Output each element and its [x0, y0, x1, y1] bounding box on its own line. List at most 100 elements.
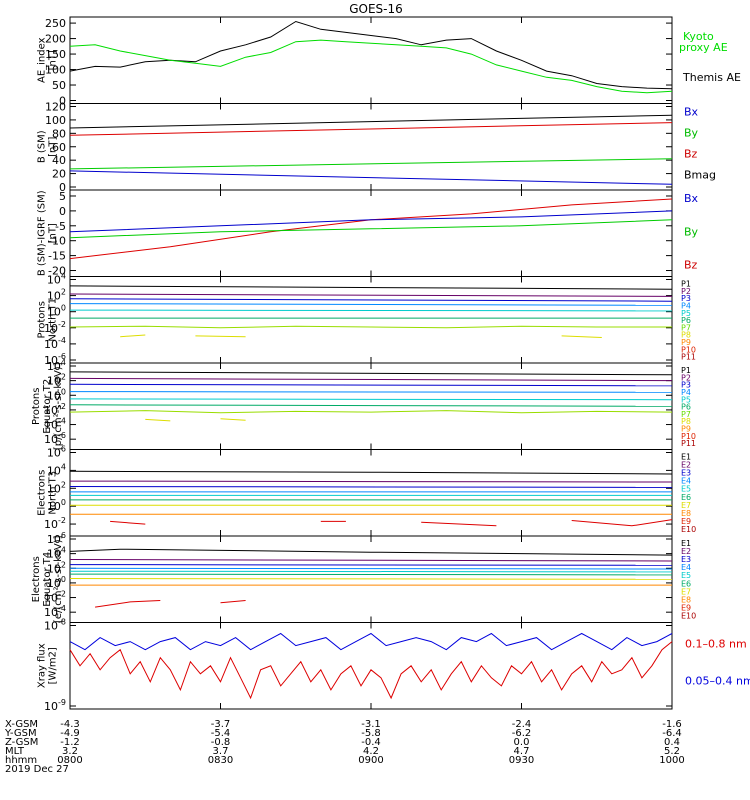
series-line-e9 — [110, 520, 146, 525]
legend-entry: E10 — [681, 611, 696, 620]
legend-entry: Kyoto — [683, 30, 714, 43]
y-tick-label: 0 — [59, 95, 66, 108]
series-line-e9b — [220, 600, 246, 604]
time-axis-value: -1.6 — [662, 719, 682, 730]
y-axis-label: [W/m2] — [48, 647, 59, 684]
y-axis-label: Equator T4 — [42, 552, 53, 607]
time-axis-value: 3.7 — [213, 746, 229, 757]
y-tick-label: 104 — [47, 272, 66, 287]
legend-entry: P7 — [681, 410, 691, 419]
y-axis-label: Xray flux — [37, 643, 48, 688]
series-line-e9 — [95, 600, 161, 608]
y-tick-label: 150 — [45, 48, 66, 61]
legend-entry: E5 — [681, 571, 691, 580]
series-line-p8c — [561, 335, 602, 338]
legend-entry: E3 — [681, 469, 691, 478]
time-axis-row-label: X-GSM — [5, 719, 38, 730]
y-tick-label: -15 — [48, 250, 66, 263]
series-line-bx — [69, 210, 673, 233]
y-tick-label: 10-2 — [44, 402, 66, 417]
y-tick-label: 0 — [59, 181, 66, 194]
time-axis-value: 4.7 — [514, 746, 530, 757]
y-tick-label: 100 — [47, 387, 66, 402]
series-line-p8b — [195, 335, 246, 338]
time-axis-row-label: 2019 Dec 27 — [5, 764, 69, 775]
y-tick-label: 102 — [47, 373, 66, 388]
legend-entry: P2 — [681, 287, 691, 296]
y-tick-label: 10-4 — [44, 336, 66, 351]
y-tick-label: 106 — [47, 445, 66, 460]
series-line-e2 — [69, 480, 673, 483]
time-axis-row-label: MLT — [5, 746, 25, 757]
series-line-p4 — [69, 391, 673, 393]
time-axis-value: -2.4 — [512, 719, 532, 730]
legend-entry: P8 — [681, 331, 691, 340]
y-axis-label: B (SM) — [37, 130, 48, 163]
time-axis-value: -0.8 — [211, 737, 231, 748]
panel-frame — [69, 16, 673, 104]
legend-entry: E8 — [681, 509, 691, 518]
legend-entry: Bx — [684, 106, 699, 119]
legend-entry: P10 — [681, 345, 696, 354]
y-tick-label: 104 — [47, 462, 66, 477]
legend-entry: Themis AE — [682, 71, 741, 84]
y-tick-label: 104 — [47, 358, 66, 373]
time-axis-value: -1.2 — [60, 737, 80, 748]
y-tick-label: 10-6 — [44, 431, 66, 446]
y-axis-label: [e/(cm²-s-sr-keV)] — [53, 535, 64, 623]
legend-entry: E8 — [681, 595, 691, 604]
y-tick-label: 250 — [45, 17, 66, 30]
legend-entry: Bmag — [684, 169, 716, 182]
y-tick-label: 100 — [47, 575, 66, 590]
time-axis-row-label: Z-GSM — [5, 737, 38, 748]
series-line-e3 — [69, 486, 673, 488]
time-axis-value: -6.4 — [662, 728, 682, 739]
time-axis-value: 0830 — [208, 755, 233, 766]
y-axis-label: Protons — [37, 301, 48, 338]
legend-entry: E7 — [681, 587, 691, 596]
y-axis-label: [nT] — [48, 50, 59, 70]
legend-entry: Bz — [684, 148, 698, 161]
y-tick-label: 102 — [47, 288, 66, 303]
series-line-bx — [69, 170, 673, 185]
y-axis-label: B (SM)-IGRF (SM) — [37, 190, 48, 276]
y-axis-label: North T1 — [48, 298, 59, 342]
panel-frame — [69, 276, 673, 364]
y-axis-label: [nT] — [48, 223, 59, 243]
y-tick-label: 10-9 — [44, 698, 66, 713]
legend-entry: P5 — [681, 395, 691, 404]
legend-entry: E9 — [681, 517, 691, 526]
series-line-0-05-0-4-nm — [69, 632, 673, 651]
y-tick-label: 20 — [52, 168, 66, 181]
series-line-e9c — [421, 521, 497, 527]
series-line-themis-ae — [69, 20, 673, 90]
y-tick-label: -5 — [55, 220, 66, 233]
legend-entry: By — [684, 127, 699, 140]
y-tick-label: 104 — [47, 546, 66, 561]
legend-entry: P9 — [681, 425, 691, 434]
series-line-p1 — [69, 371, 673, 376]
panel-frame — [69, 103, 673, 191]
legend-entry: P11 — [681, 353, 696, 362]
series-line-bz — [69, 122, 673, 136]
plot-title: GOES-16 — [349, 2, 403, 16]
time-axis-value: 1000 — [659, 755, 684, 766]
legend-entry: P1 — [681, 280, 691, 289]
legend-entry: P6 — [681, 403, 691, 412]
series-line-e5 — [69, 570, 673, 573]
legend-entry: E5 — [681, 485, 691, 494]
y-tick-label: 100 — [45, 114, 66, 127]
y-tick-label: 100 — [47, 498, 66, 513]
time-axis-row-label: Y-GSM — [4, 728, 37, 739]
y-axis-label: [nT] — [48, 137, 59, 157]
time-axis-value: 0900 — [358, 755, 383, 766]
series-line-p5 — [69, 309, 673, 312]
y-tick-label: 102 — [47, 480, 66, 495]
y-tick-label: -10 — [48, 235, 66, 248]
series-line-p3 — [69, 383, 673, 387]
y-axis-label: Electrons — [37, 470, 48, 516]
